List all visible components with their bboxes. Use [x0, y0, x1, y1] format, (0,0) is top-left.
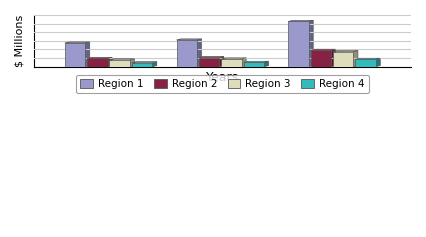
Polygon shape [355, 59, 376, 67]
Polygon shape [219, 57, 224, 67]
Polygon shape [65, 42, 90, 43]
X-axis label: Years: Years [206, 71, 239, 84]
Polygon shape [311, 50, 331, 67]
Polygon shape [176, 39, 201, 40]
Polygon shape [109, 60, 130, 67]
Polygon shape [309, 20, 313, 67]
Polygon shape [242, 58, 246, 67]
Polygon shape [108, 57, 112, 67]
Polygon shape [199, 58, 219, 67]
Y-axis label: $ Millions: $ Millions [15, 15, 25, 67]
Polygon shape [244, 61, 268, 62]
Polygon shape [176, 40, 197, 67]
Polygon shape [354, 50, 358, 67]
Polygon shape [65, 43, 85, 67]
Polygon shape [288, 22, 309, 67]
Polygon shape [87, 57, 112, 59]
Polygon shape [333, 52, 354, 67]
Polygon shape [311, 49, 336, 50]
Polygon shape [132, 62, 157, 63]
Polygon shape [355, 58, 380, 59]
Polygon shape [130, 59, 135, 67]
Polygon shape [264, 61, 268, 67]
Polygon shape [288, 20, 313, 22]
Polygon shape [197, 39, 201, 67]
Polygon shape [376, 58, 380, 67]
Polygon shape [87, 59, 108, 67]
Polygon shape [333, 50, 358, 52]
Legend: Region 1, Region 2, Region 3, Region 4: Region 1, Region 2, Region 3, Region 4 [76, 75, 369, 93]
Polygon shape [221, 59, 242, 67]
Polygon shape [85, 42, 90, 67]
Polygon shape [331, 49, 336, 67]
Polygon shape [199, 57, 224, 58]
Polygon shape [244, 62, 264, 67]
Polygon shape [153, 62, 157, 67]
Polygon shape [132, 63, 153, 67]
Polygon shape [109, 59, 135, 60]
Polygon shape [221, 58, 246, 59]
